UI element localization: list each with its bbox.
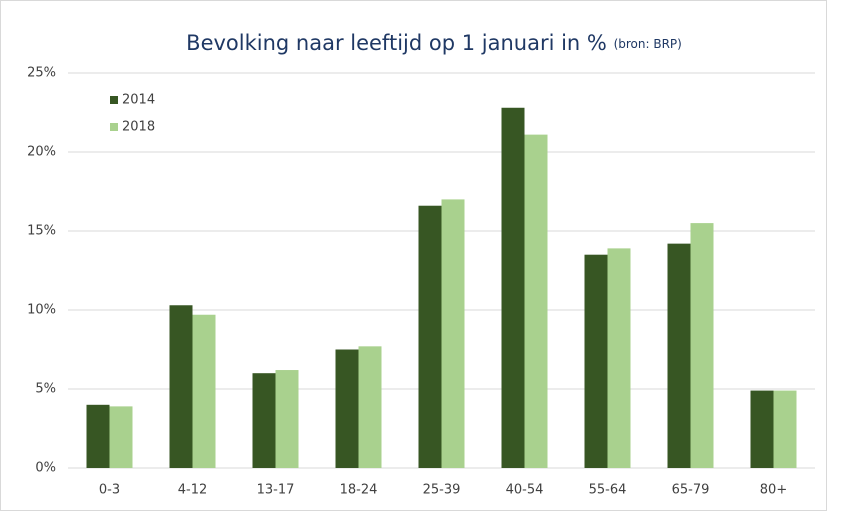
x-tick-label: 25-39 bbox=[423, 483, 461, 498]
x-tick-label: 4-12 bbox=[178, 483, 208, 498]
bar bbox=[109, 406, 133, 468]
bar bbox=[524, 134, 548, 468]
chart-title-group: Bevolking naar leeftijd op 1 januari in … bbox=[186, 31, 682, 55]
x-tick-label: 13-17 bbox=[257, 483, 295, 498]
bar bbox=[441, 199, 465, 468]
bar bbox=[335, 349, 359, 468]
x-tick-label: 0-3 bbox=[99, 483, 120, 498]
x-tick-label: 80+ bbox=[760, 483, 787, 498]
legend-swatch bbox=[110, 123, 118, 131]
y-tick-label: 10% bbox=[27, 303, 56, 318]
bar bbox=[86, 404, 110, 468]
bar bbox=[252, 373, 276, 468]
x-tick-label: 55-64 bbox=[589, 483, 627, 498]
chart-title: Bevolking naar leeftijd op 1 januari in … bbox=[186, 31, 607, 55]
chart-subtitle: (bron: BRP) bbox=[614, 37, 682, 51]
legend-swatch bbox=[110, 96, 118, 104]
y-tick-label: 25% bbox=[27, 66, 56, 81]
bar bbox=[501, 107, 525, 468]
x-tick-label: 65-79 bbox=[672, 483, 710, 498]
bar bbox=[192, 314, 216, 468]
x-tick-label: 18-24 bbox=[340, 483, 378, 498]
legend-label: 2014 bbox=[122, 93, 155, 108]
y-tick-label: 0% bbox=[35, 461, 56, 476]
bar bbox=[358, 346, 382, 468]
bar bbox=[275, 370, 299, 468]
bar bbox=[750, 390, 774, 468]
bar bbox=[169, 305, 193, 468]
bar bbox=[690, 223, 714, 468]
bar bbox=[667, 243, 691, 468]
y-tick-label: 5% bbox=[35, 382, 56, 397]
legend-label: 2018 bbox=[122, 120, 155, 135]
bar bbox=[418, 205, 442, 468]
bar bbox=[773, 390, 797, 468]
x-tick-label: 40-54 bbox=[506, 483, 544, 498]
y-tick-label: 20% bbox=[27, 145, 56, 160]
y-tick-label: 15% bbox=[27, 224, 56, 239]
bar bbox=[607, 248, 631, 468]
bar bbox=[584, 254, 608, 468]
